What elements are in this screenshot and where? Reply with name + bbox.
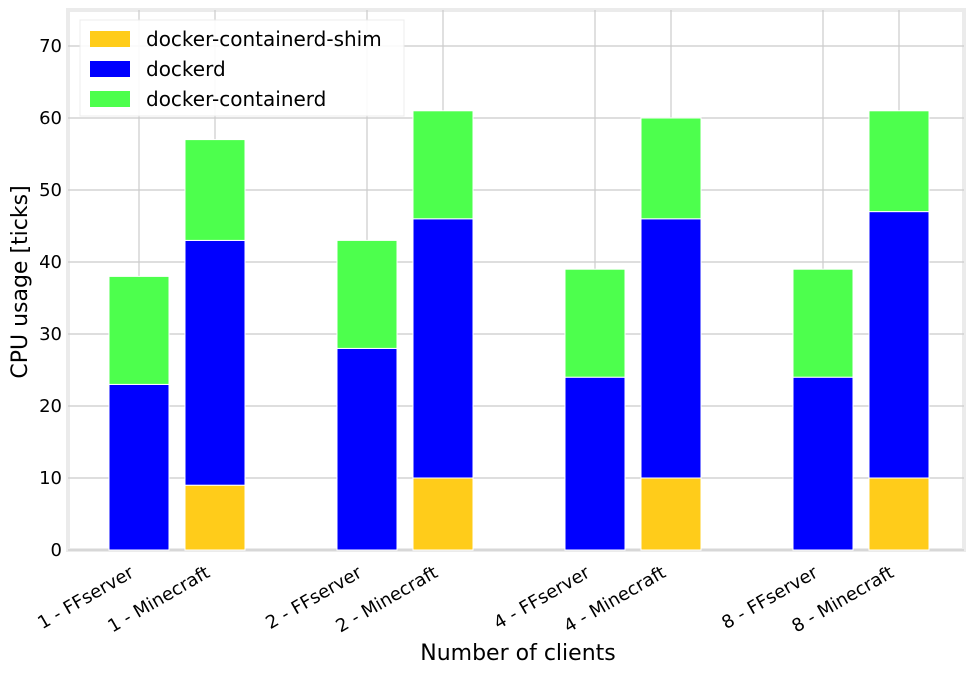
legend: docker-containerd-shim dockerd docker-cont…	[79, 19, 405, 117]
bar-segment	[868, 110, 930, 213]
legend-label: docker-containerd	[146, 87, 326, 111]
legend-swatch	[90, 61, 130, 77]
bar-segment	[108, 383, 170, 551]
y-tick-label: 50	[39, 180, 62, 201]
bar-segment	[108, 275, 170, 385]
bar-segment	[868, 477, 930, 551]
y-tick-label: 70	[39, 36, 62, 57]
y-tick-label: 40	[39, 252, 62, 273]
bar-segment	[412, 477, 474, 551]
bar-segment	[336, 239, 398, 349]
bar-segment	[640, 117, 702, 220]
legend-label: dockerd	[146, 57, 226, 81]
y-tick-label: 10	[39, 468, 62, 489]
bar-segment	[336, 347, 398, 551]
bar-segment	[184, 484, 246, 551]
bar-segment	[792, 376, 854, 551]
bar-segment	[640, 477, 702, 551]
y-tick-label: 0	[51, 540, 62, 561]
legend-label: docker-containerd-shim	[146, 27, 382, 51]
bar-segment	[792, 268, 854, 378]
bar-segment	[184, 239, 246, 486]
bar-segment	[184, 139, 246, 241]
bar-segment	[564, 268, 626, 378]
y-tick-label: 30	[39, 324, 62, 345]
bars	[108, 110, 930, 551]
bar-segment	[412, 110, 474, 220]
y-axis-title: CPU usage [ticks]	[8, 185, 33, 378]
bar-segment	[640, 218, 702, 479]
bar-segment	[868, 211, 930, 479]
bar-segment	[564, 376, 626, 551]
legend-swatch	[90, 31, 130, 47]
bar-segment	[412, 218, 474, 479]
legend-swatch	[90, 91, 130, 107]
y-tick-label: 20	[39, 396, 62, 417]
legend-box	[79, 19, 405, 117]
x-axis-title: Number of clients	[420, 641, 615, 666]
y-tick-labels: 0 10 20 30 40 50 60 70	[39, 36, 62, 561]
y-tick-label: 60	[39, 108, 62, 129]
